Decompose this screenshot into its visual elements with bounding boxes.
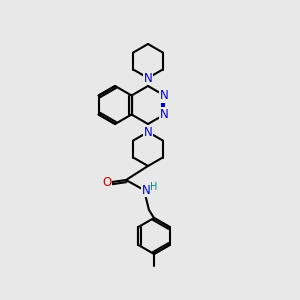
Text: O: O	[102, 176, 112, 188]
Text: N: N	[142, 184, 150, 196]
Text: N: N	[160, 108, 169, 121]
Text: N: N	[144, 71, 152, 85]
Text: N: N	[160, 89, 169, 102]
Text: N: N	[144, 125, 152, 139]
Text: H: H	[150, 182, 158, 192]
